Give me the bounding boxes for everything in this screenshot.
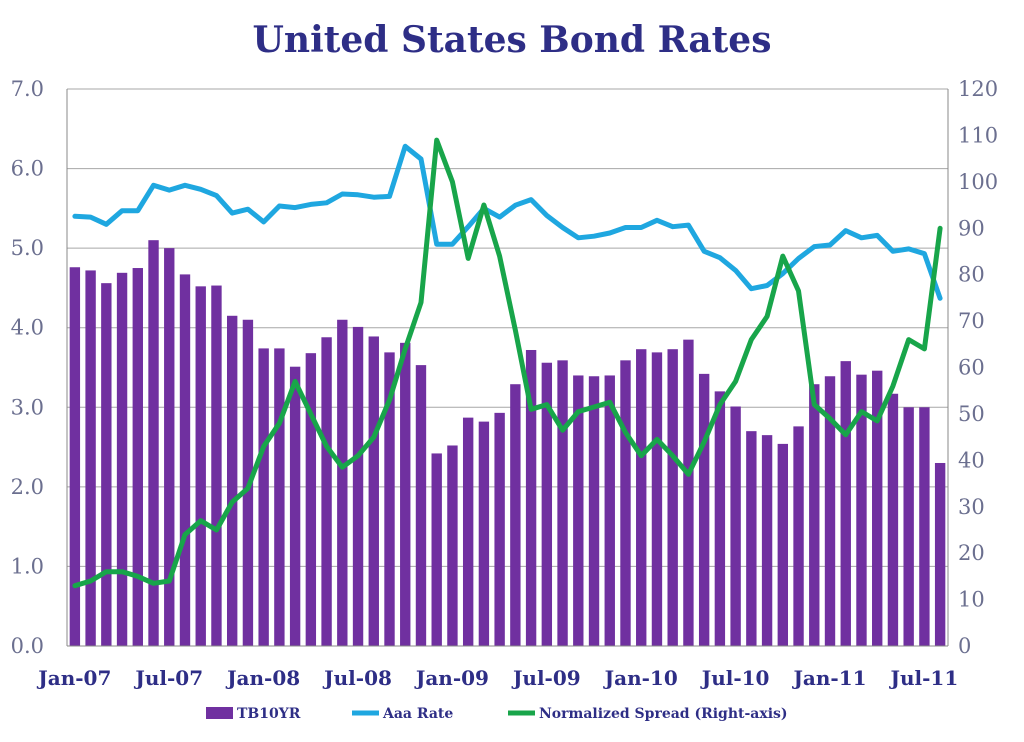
bar (384, 352, 395, 646)
x-axis-tick-label: Jul-10 (700, 666, 770, 690)
left-axis-tick-label: 7.0 (11, 77, 44, 101)
bar (636, 349, 647, 646)
right-axis-tick-label: 70 (958, 309, 985, 333)
bar (824, 376, 836, 646)
x-axis-tick-label: Jan-11 (791, 666, 866, 690)
bar (116, 272, 128, 646)
axes: 0.0 1.0 2.0 3.0 4.0 5.0 6.0 7.0 0 10 20 30 40 50 60 70 8… (11, 77, 999, 690)
bar (714, 391, 726, 646)
x-axis-tick-label: Jul-08 (322, 666, 392, 690)
x-axis-tick-label: Jan-08 (225, 666, 300, 690)
bar (557, 360, 568, 646)
bar (321, 337, 332, 646)
bar (777, 443, 789, 646)
bar (400, 342, 411, 646)
bar (431, 453, 442, 646)
left-axis-tick-label: 1.0 (11, 554, 44, 578)
bar (761, 435, 773, 646)
x-axis-tick-label: Jan-10 (603, 666, 678, 690)
bar (478, 421, 490, 646)
bar (525, 349, 537, 646)
tb10yr-bars (69, 240, 946, 646)
right-axis-tick-label: 40 (958, 448, 985, 472)
bar (903, 407, 914, 646)
bar (69, 267, 81, 646)
x-axis-tick-label: Jan-09 (414, 666, 489, 690)
right-axis-tick-label: 60 (958, 356, 985, 380)
bar (746, 431, 757, 646)
bar (683, 339, 694, 646)
left-axis-tick-label: 2.0 (11, 475, 44, 499)
bar (620, 360, 631, 646)
right-axis-tick-label: 10 (958, 588, 985, 612)
legend-label: TB10YR (237, 706, 301, 722)
bar (919, 407, 930, 646)
left-axis-tick-label: 6.0 (11, 157, 44, 181)
left-axis-tick-label: 0.0 (11, 634, 44, 658)
bar (541, 362, 553, 646)
bar (132, 268, 143, 646)
right-axis-tick-label: 20 (958, 541, 985, 565)
bar (793, 426, 804, 646)
bar (934, 462, 946, 646)
bar (415, 365, 427, 646)
series-lines (72, 137, 943, 589)
bar (179, 274, 191, 646)
bar (368, 336, 379, 646)
left-axis-tick-label: 4.0 (11, 316, 44, 340)
bar (510, 384, 521, 646)
bar (872, 370, 883, 646)
bar (85, 270, 96, 646)
bar (588, 376, 600, 646)
x-axis-tick-label: Jan-07 (36, 666, 111, 690)
x-axis-tick-label: Jul-09 (511, 666, 581, 690)
spread-line (72, 137, 943, 589)
bar (887, 393, 899, 646)
legend: TB10YR Aaa Rate Normalized Spread (Right-a… (206, 706, 788, 722)
bar (195, 286, 206, 646)
right-axis-tick-label: 30 (958, 495, 985, 519)
bar (651, 352, 663, 646)
bar (305, 353, 317, 646)
x-axis-tick-label: Jul-07 (133, 666, 203, 690)
bar (840, 361, 851, 646)
bar (164, 248, 175, 646)
bar (462, 417, 474, 646)
bar (274, 348, 285, 646)
aaa-rate-line (72, 143, 943, 301)
left-axis-tick-label: 3.0 (11, 395, 44, 419)
chart-title: United States Bond Rates (253, 19, 772, 61)
bar (337, 319, 348, 646)
legend-swatch (206, 707, 233, 719)
bar (698, 373, 710, 646)
legend-label: Normalized Spread (Right-axis) (539, 706, 788, 722)
bar (352, 326, 364, 646)
bar (604, 375, 615, 646)
bar (809, 384, 820, 646)
right-axis-tick-label: 80 (958, 263, 985, 287)
right-axis-tick-label: 90 (958, 216, 985, 240)
bar (148, 240, 159, 646)
bar (447, 445, 458, 646)
bar (289, 366, 301, 646)
right-axis-tick-label: 0 (958, 634, 971, 658)
bar (226, 315, 238, 646)
left-axis-tick-label: 5.0 (11, 236, 44, 260)
bar (494, 412, 505, 646)
bar (573, 375, 584, 646)
bar (667, 349, 678, 646)
x-axis-tick-label: Jul-11 (889, 666, 959, 690)
bar (856, 374, 867, 646)
bar (258, 348, 269, 646)
right-axis-tick-label: 110 (958, 123, 998, 147)
bar (211, 285, 222, 646)
bar (101, 283, 112, 646)
right-axis-tick-label: 100 (958, 170, 998, 194)
legend-label: Aaa Rate (382, 706, 453, 722)
bar (730, 406, 741, 646)
right-axis-tick-label: 120 (958, 77, 998, 101)
right-axis-tick-label: 50 (958, 402, 985, 426)
